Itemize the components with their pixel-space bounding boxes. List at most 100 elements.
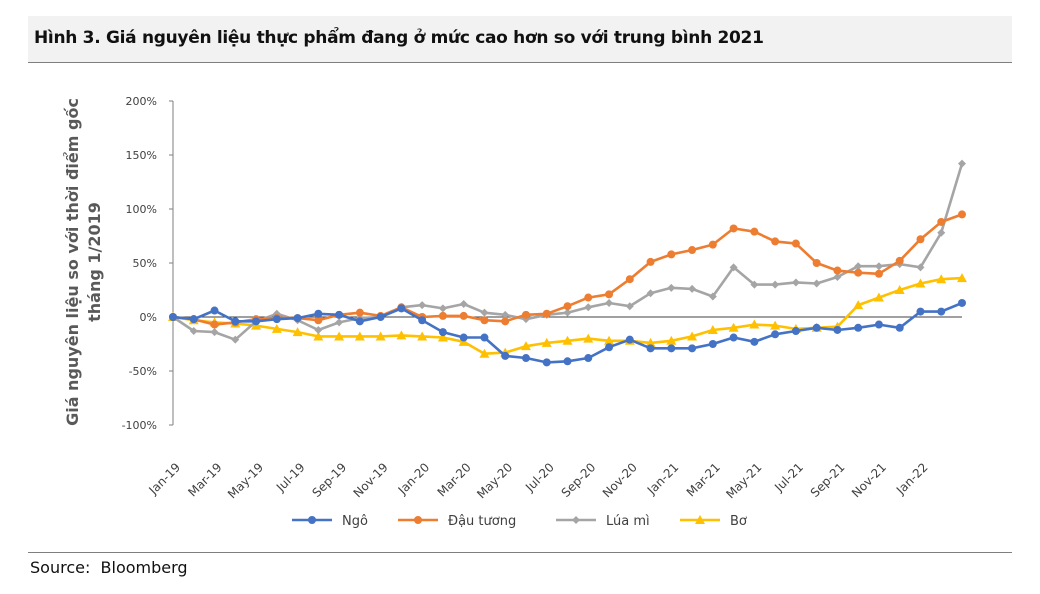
data-point xyxy=(833,266,842,275)
data-point xyxy=(937,217,946,226)
legend-item: Ngô xyxy=(292,514,368,529)
data-point xyxy=(625,275,634,284)
data-point xyxy=(688,284,697,293)
data-point xyxy=(854,323,863,332)
y-tick-label: 50% xyxy=(133,257,157,270)
data-point xyxy=(584,293,593,302)
data-point xyxy=(480,308,489,317)
data-point xyxy=(937,307,946,316)
data-point xyxy=(418,301,427,310)
data-point xyxy=(604,335,615,345)
data-point xyxy=(646,344,655,353)
y-tick-label: 100% xyxy=(126,203,157,216)
legend-marker xyxy=(414,516,422,524)
data-point xyxy=(708,240,717,249)
data-point xyxy=(271,323,282,333)
data-point xyxy=(314,309,323,318)
data-point xyxy=(584,303,593,312)
data-point xyxy=(479,348,490,358)
legend-label: Lúa mì xyxy=(606,514,650,529)
data-point xyxy=(355,317,364,326)
data-point xyxy=(936,274,947,284)
data-point xyxy=(335,310,344,319)
data-point xyxy=(854,268,863,277)
data-point xyxy=(625,302,634,311)
y-tick-label: 0% xyxy=(140,311,157,324)
data-point xyxy=(169,313,177,321)
data-point xyxy=(480,333,489,342)
data-point xyxy=(646,289,655,298)
y-axis-title-line: Giá nguyên liệu so với thời điểm gốc xyxy=(63,98,82,426)
legend-label: Đậu tương xyxy=(448,514,516,529)
data-point xyxy=(563,308,572,317)
data-point xyxy=(728,322,739,332)
data-point xyxy=(646,257,655,266)
y-tick-label: -50% xyxy=(129,365,157,378)
legend-marker xyxy=(572,516,580,524)
data-point xyxy=(541,337,552,347)
data-point xyxy=(417,331,428,341)
legend-item: Lúa mì xyxy=(556,514,650,529)
data-point xyxy=(958,159,966,168)
data-point xyxy=(958,210,966,219)
data-point xyxy=(729,333,738,342)
x-tick-label: Jul-19 xyxy=(273,460,308,495)
y-axis-title: Giá nguyên liệu so với thời điểm gốc thán… xyxy=(63,98,104,426)
data-point xyxy=(791,239,800,248)
title-bar: Hình 3. Giá nguyên liệu thực phẩm đang ở… xyxy=(28,16,1012,62)
data-point xyxy=(791,278,800,287)
data-point xyxy=(645,337,656,347)
y-axis-title-line: tháng 1/2019 xyxy=(85,202,104,322)
data-point xyxy=(605,343,614,352)
x-tick-label: Jan-19 xyxy=(146,460,184,498)
data-point xyxy=(771,280,780,289)
data-point xyxy=(521,354,530,363)
data-point xyxy=(562,335,573,345)
data-point xyxy=(958,298,966,307)
x-tick-label: Jan-21 xyxy=(644,460,682,498)
legend-item: Đậu tương xyxy=(398,514,516,529)
data-point xyxy=(314,325,323,334)
data-point xyxy=(480,316,489,325)
data-point xyxy=(667,250,676,259)
legend-label: Ngô xyxy=(342,514,368,529)
x-tick-label: Jan-22 xyxy=(893,460,931,498)
data-point xyxy=(771,237,780,246)
data-point xyxy=(937,228,946,237)
x-tick-label: Mar-21 xyxy=(684,460,723,499)
data-point xyxy=(854,262,863,271)
data-point xyxy=(396,330,407,340)
data-point xyxy=(584,354,593,363)
y-tick-label: -100% xyxy=(122,419,157,432)
data-point xyxy=(770,320,781,330)
footer-divider xyxy=(28,552,1012,553)
data-point xyxy=(687,331,698,341)
data-point xyxy=(666,335,677,345)
data-point xyxy=(459,311,468,320)
data-point xyxy=(520,341,531,351)
data-point xyxy=(894,285,905,294)
x-tick-label: Mar-20 xyxy=(435,460,474,499)
data-point xyxy=(688,246,697,255)
data-point xyxy=(438,304,447,313)
x-tick-label: May-20 xyxy=(474,460,515,501)
data-point xyxy=(231,317,240,326)
series-0 xyxy=(169,298,966,367)
data-point xyxy=(397,304,406,313)
x-tick-label: Nov-21 xyxy=(849,460,889,500)
data-point xyxy=(313,331,324,341)
data-point xyxy=(438,311,447,320)
x-tick-label: May-19 xyxy=(225,460,266,501)
data-point xyxy=(916,307,925,316)
data-point xyxy=(354,331,365,341)
data-point xyxy=(189,315,198,324)
data-point xyxy=(501,351,510,360)
data-point xyxy=(812,323,821,332)
x-tick-label: Jul-20 xyxy=(522,460,557,495)
x-tick-label: Sep-19 xyxy=(309,460,349,500)
data-point xyxy=(375,331,386,341)
data-point xyxy=(708,292,717,301)
data-point xyxy=(376,313,385,321)
data-point xyxy=(605,290,614,299)
data-point xyxy=(729,224,738,233)
